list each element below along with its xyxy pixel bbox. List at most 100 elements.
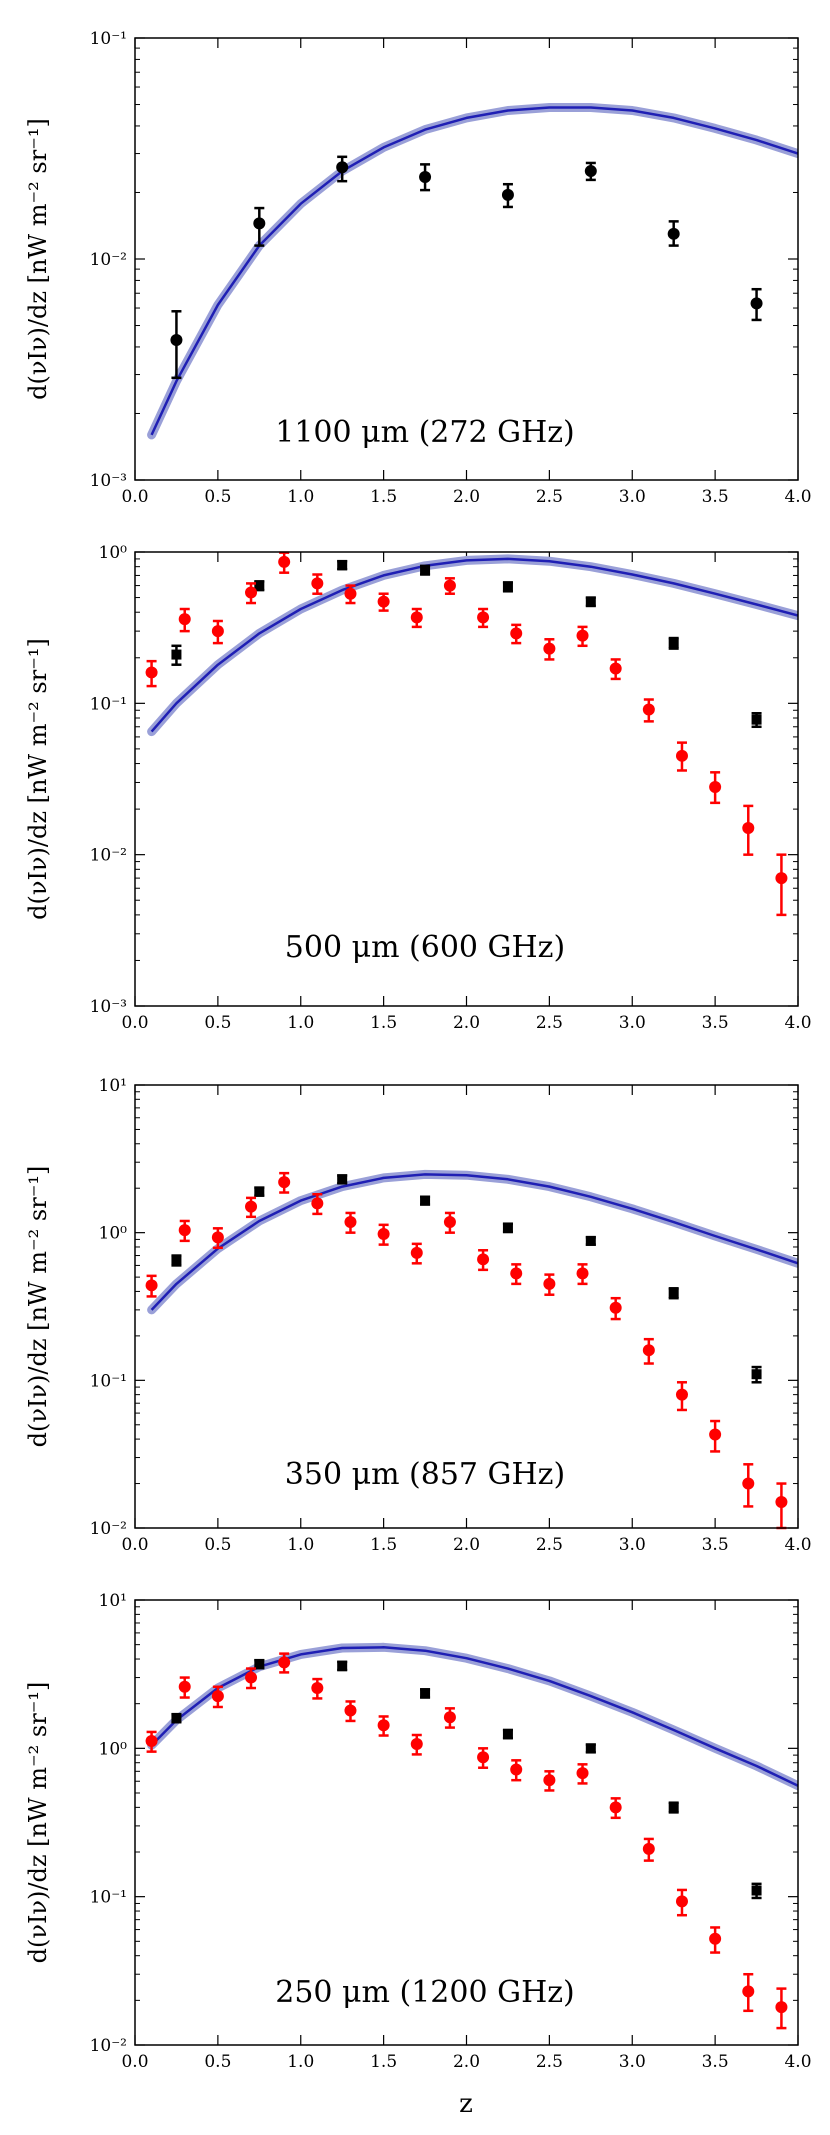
red-data-point — [278, 555, 291, 568]
red-data-point — [742, 1985, 755, 1998]
red-data-point — [344, 587, 357, 600]
y-tick-label: 10¹ — [99, 1076, 127, 1096]
red-data-point — [775, 872, 788, 885]
y-tick-label: 10⁰ — [99, 543, 128, 563]
black-data-point — [751, 714, 762, 725]
black-data-point — [750, 297, 763, 310]
x-tick-label: 0.0 — [121, 1535, 148, 1555]
red-data-point — [443, 1711, 456, 1724]
y-tick-label: 10⁻¹ — [90, 694, 127, 714]
red-data-point — [576, 629, 589, 642]
y-tick-label: 10⁻¹ — [90, 29, 127, 49]
black-data-point — [336, 161, 349, 174]
red-data-point — [311, 577, 324, 590]
red-data-point — [642, 703, 655, 716]
black-data-point — [254, 580, 265, 591]
red-data-point — [675, 1388, 688, 1401]
black-data-point — [584, 165, 597, 178]
x-tick-label: 0.5 — [204, 2052, 231, 2072]
red-data-point — [344, 1704, 357, 1717]
y-tick-label: 10¹ — [99, 1591, 127, 1611]
x-tick-label: 3.5 — [702, 1535, 729, 1555]
x-tick-label: 2.0 — [453, 1535, 480, 1555]
red-data-point — [642, 1344, 655, 1357]
black-data-point — [337, 1174, 348, 1185]
y-tick-label: 10⁻³ — [90, 997, 127, 1017]
red-data-point — [311, 1682, 324, 1695]
black-data-point — [254, 1659, 265, 1670]
y-axis-label: d(νIν)/dz [nW m⁻² sr⁻¹] — [24, 1166, 52, 1448]
black-data-point — [585, 1743, 596, 1754]
black-data-point — [502, 1222, 513, 1233]
x-tick-label: 2.5 — [536, 1013, 563, 1033]
black-data-point — [502, 1728, 513, 1739]
red-data-point — [543, 642, 556, 655]
model-curve — [150, 1646, 798, 1787]
red-data-point — [742, 822, 755, 835]
black-data-point — [420, 1195, 431, 1206]
y-tick-label: 10⁰ — [99, 1224, 128, 1244]
black-data-point — [337, 560, 348, 571]
red-data-point — [344, 1216, 357, 1229]
x-tick-label: 2.5 — [536, 2052, 563, 2072]
red-data-point — [178, 1680, 191, 1693]
red-data-point — [742, 1477, 755, 1490]
plot-frame — [134, 37, 799, 481]
x-tick-label: 3.5 — [702, 487, 729, 507]
red-data-point — [145, 666, 158, 679]
red-data-point — [311, 1197, 324, 1210]
y-axis-label: d(νIν)/dz [nW m⁻² sr⁻¹] — [24, 1682, 52, 1964]
model-uncertainty-band — [147, 103, 798, 440]
red-data-point — [245, 1671, 258, 1684]
x-tick-label: 0.5 — [204, 1013, 231, 1033]
red-data-point — [477, 611, 490, 624]
x-tick-label: 0.0 — [121, 1013, 148, 1033]
black-data-point — [502, 581, 513, 592]
panel-label: 250 μm (1200 GHz) — [275, 1975, 575, 2010]
x-tick-label: 0.0 — [121, 2052, 148, 2072]
red-data-point — [609, 1301, 622, 1314]
x-tick-label: 4.0 — [784, 2052, 811, 2072]
red-data-point — [576, 1767, 589, 1780]
red-data-point — [178, 613, 191, 626]
plot-frame — [134, 551, 799, 1007]
x-axis-label: z — [459, 2089, 473, 2119]
x-tick-label: 3.0 — [619, 1013, 646, 1033]
black-data-point — [751, 1369, 762, 1380]
y-tick-label: 10⁻³ — [90, 471, 127, 491]
y-tick-label: 10⁻¹ — [90, 1371, 127, 1391]
red-data-point — [642, 1842, 655, 1855]
y-axis-label: d(νIν)/dz [nW m⁻² sr⁻¹] — [24, 638, 52, 920]
x-tick-label: 3.5 — [702, 1013, 729, 1033]
panel-label: 350 μm (857 GHz) — [285, 1457, 565, 1492]
black-data-point — [501, 188, 514, 201]
panel-label: 1100 μm (272 GHz) — [275, 415, 575, 450]
black-data-point — [419, 170, 432, 183]
red-data-point — [278, 1176, 291, 1189]
black-data-point — [253, 217, 266, 230]
red-data-point — [709, 1932, 722, 1945]
x-tick-label: 1.5 — [370, 1013, 397, 1033]
black-data-point — [170, 334, 183, 347]
red-data-point — [245, 1200, 258, 1213]
x-tick-label: 2.0 — [453, 487, 480, 507]
red-data-point — [609, 1801, 622, 1814]
y-tick-label: 10⁰ — [99, 1739, 128, 1759]
red-data-point — [543, 1774, 556, 1787]
red-data-point — [410, 1737, 423, 1750]
red-data-point — [543, 1277, 556, 1290]
red-data-point — [278, 1656, 291, 1669]
red-data-point — [443, 579, 456, 592]
red-data-point — [675, 1895, 688, 1908]
red-data-point — [145, 1279, 158, 1292]
x-tick-label: 3.0 — [619, 2052, 646, 2072]
red-data-point — [377, 1227, 390, 1240]
x-tick-label: 1.5 — [370, 2052, 397, 2072]
x-tick-label: 3.0 — [619, 1535, 646, 1555]
black-data-point — [668, 1802, 679, 1813]
red-data-point — [211, 625, 224, 638]
x-tick-label: 4.0 — [784, 487, 811, 507]
red-data-point — [410, 1246, 423, 1259]
black-data-point — [171, 1713, 182, 1724]
y-tick-label: 10⁻¹ — [90, 1888, 127, 1908]
